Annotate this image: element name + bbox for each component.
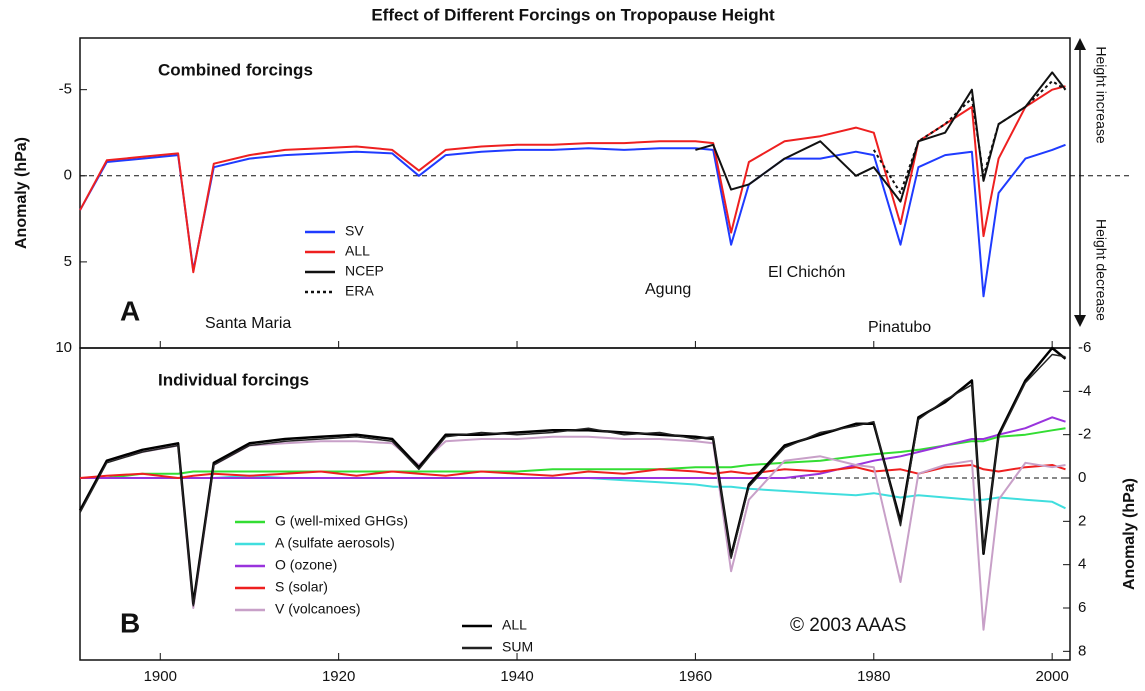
panel-label: A — [120, 295, 140, 326]
panel-label: B — [120, 607, 140, 638]
y-tick-label: 2 — [1078, 512, 1086, 529]
x-tick-label: 1980 — [857, 668, 890, 685]
y-axis-label: Anomaly (hPa) — [1121, 478, 1138, 590]
y-axis-label: Anomaly (hPa) — [13, 137, 30, 249]
x-tick-label: 1940 — [500, 668, 533, 685]
x-tick-label: 1920 — [322, 668, 355, 685]
series-line — [80, 416, 1066, 479]
copyright: © 2003 AAAS — [790, 615, 906, 636]
y-tick-label: 4 — [1078, 556, 1086, 573]
legend-label: NCEP — [345, 263, 384, 279]
legend-label: A (sulfate aerosols) — [275, 535, 395, 551]
panel-subtitle: Individual forcings — [158, 370, 309, 389]
series-line — [79, 143, 1066, 298]
series-line — [872, 80, 1067, 194]
y-tick-label: 0 — [64, 167, 72, 184]
x-tick-label: 1960 — [679, 668, 712, 685]
y-tick-label: -4 — [1078, 382, 1091, 399]
y-tick-label: 6 — [1078, 599, 1086, 616]
legend-label: ERA — [345, 283, 374, 299]
series-line — [79, 464, 1066, 479]
series-line — [79, 435, 1066, 631]
y-tick-label: 5 — [64, 253, 72, 270]
panel-subtitle: Combined forcings — [158, 60, 313, 79]
legend-label: ALL — [345, 243, 370, 259]
annotation: Pinatubo — [868, 319, 931, 336]
legend-label: ALL — [502, 617, 527, 633]
legend-label: S (solar) — [275, 579, 328, 595]
y-tick-label: 10 — [55, 339, 72, 356]
y-tick-label: 8 — [1078, 642, 1086, 659]
annotation: Santa Maria — [205, 315, 291, 332]
direction-label: Height decrease — [1093, 219, 1109, 321]
y-tick-label: -6 — [1078, 339, 1091, 356]
plot-frame — [79, 37, 1071, 349]
legend-label: O (ozone) — [275, 557, 337, 573]
x-tick-label: 2000 — [1035, 668, 1068, 685]
annotation: Agung — [645, 281, 691, 298]
x-tick-label: 1900 — [144, 668, 177, 685]
legend-label: SUM — [502, 639, 533, 655]
y-tick-label: -5 — [59, 81, 72, 98]
series-line — [79, 353, 1066, 607]
y-tick-label: -2 — [1078, 426, 1091, 443]
legend-label: SV — [345, 223, 364, 239]
legend-label: G (well-mixed GHGs) — [275, 513, 408, 529]
series-line — [695, 71, 1067, 203]
annotation: El Chichón — [768, 264, 845, 281]
series-line — [79, 85, 1066, 274]
y-tick-label: 0 — [1078, 469, 1086, 486]
plot-frame — [79, 347, 1071, 661]
legend-label: V (volcanoes) — [275, 601, 361, 617]
direction-label: Height increase — [1093, 46, 1109, 143]
chart-title: Effect of Different Forcings on Tropopau… — [371, 5, 775, 24]
